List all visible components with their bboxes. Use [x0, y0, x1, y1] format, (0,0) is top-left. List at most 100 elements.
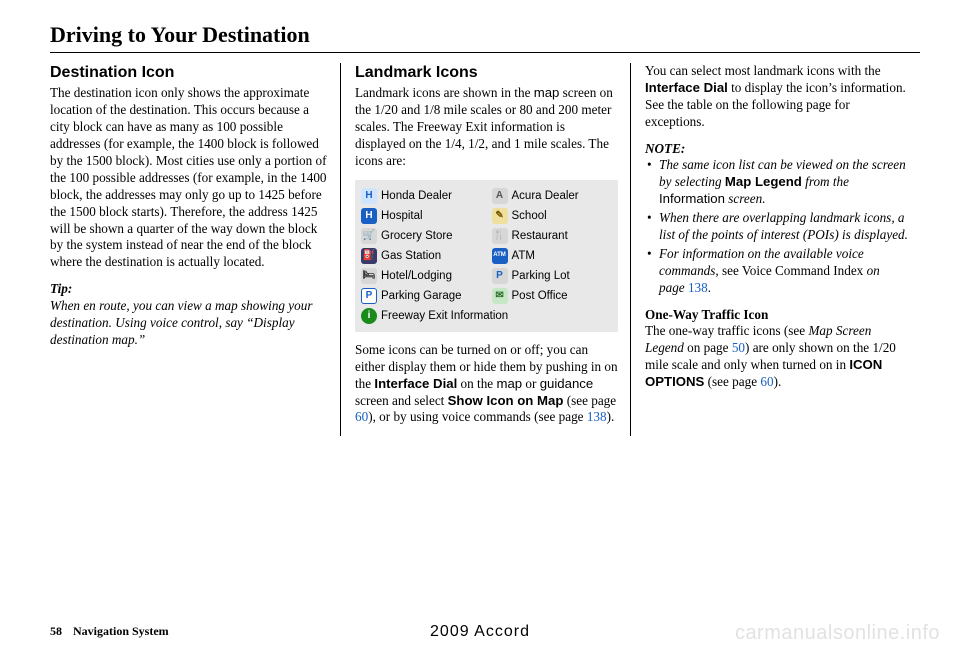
after-e: (see page — [563, 393, 616, 408]
tip-body: When en route, you can view a map showin… — [50, 298, 328, 349]
icon-label: School — [512, 209, 547, 224]
destination-icon-heading: Destination Icon — [50, 63, 328, 83]
footer-system: Navigation System — [73, 624, 169, 638]
icon-cell: ✉ Post Office — [492, 288, 612, 304]
icon-label: Acura Dealer — [512, 189, 579, 204]
after-f: ), or by using voice commands (see page — [368, 409, 587, 424]
page-link-138b[interactable]: 138 — [688, 280, 708, 295]
icon-cell: ⛽ Gas Station — [361, 248, 492, 264]
after-d: screen and select — [355, 393, 448, 408]
icon-label: ATM — [512, 249, 535, 264]
after-guidance: guidance — [540, 376, 594, 391]
parking-garage-icon: P — [361, 288, 377, 304]
after-c: or — [522, 376, 540, 391]
hotel-icon: 🛏 — [361, 268, 377, 284]
honda-dealer-icon: H — [361, 188, 377, 204]
grocery-icon: 🛒 — [361, 228, 377, 244]
intro-map-word: map — [534, 85, 560, 100]
icon-cell: 🍴 Restaurant — [492, 228, 612, 244]
icon-label: Parking Lot — [512, 269, 570, 284]
column-3: You can select most landmark icons with … — [630, 63, 920, 436]
model-year: 2009 Accord — [430, 623, 530, 641]
icon-cell: A Acura Dealer — [492, 188, 612, 204]
top-interface-dial: Interface Dial — [645, 80, 728, 95]
page-link-60[interactable]: 60 — [355, 409, 368, 424]
ow-d: (see page — [704, 374, 760, 389]
n1-map-legend: Map Legend — [725, 174, 802, 189]
ow-a: The one-way traffic icons (see — [645, 323, 808, 338]
icon-cell: H Hospital — [361, 208, 492, 224]
page-link-50[interactable]: 50 — [732, 340, 745, 355]
after-show-icon: Show Icon on Map — [448, 393, 564, 408]
oneway-body: The one-way traffic icons (see Map Scree… — [645, 323, 908, 391]
tip-label: Tip: — [50, 281, 328, 298]
page-number: 58 — [50, 624, 62, 638]
icon-row: i Freeway Exit Information — [361, 306, 612, 326]
after-map: map — [496, 376, 522, 391]
icon-label: Honda Dealer — [381, 189, 452, 204]
note-item: The same icon list can be viewed on the … — [645, 157, 908, 208]
title-rule — [50, 52, 920, 53]
icon-label: Parking Garage — [381, 289, 462, 304]
after-interface-dial: Interface Dial — [374, 376, 457, 391]
parking-lot-icon: P — [492, 268, 508, 284]
n3-dot: . — [708, 280, 711, 295]
landmark-icons-heading: Landmark Icons — [355, 63, 618, 83]
post-office-icon: ✉ — [492, 288, 508, 304]
icon-label: Hotel/Lodging — [381, 269, 452, 284]
icon-cell: P Parking Garage — [361, 288, 492, 304]
page-link-60b[interactable]: 60 — [760, 374, 773, 389]
note-item: For information on the available voice c… — [645, 246, 908, 297]
top-a: You can select most landmark icons with … — [645, 63, 881, 78]
column-1: Destination Icon The destination icon on… — [50, 63, 340, 436]
icon-row: 🛒 Grocery Store 🍴 Restaurant — [361, 226, 612, 246]
icon-row: ⛽ Gas Station ATM ATM — [361, 246, 612, 266]
icon-label: Restaurant — [512, 229, 568, 244]
atm-icon: ATM — [492, 248, 508, 264]
page-title: Driving to Your Destination — [50, 22, 920, 48]
col3-top: You can select most landmark icons with … — [645, 63, 908, 131]
icon-row: P Parking Garage ✉ Post Office — [361, 286, 612, 306]
after-g: ). — [607, 409, 615, 424]
hospital-icon: H — [361, 208, 377, 224]
icon-label: Hospital — [381, 209, 423, 224]
n1-information: Information — [659, 191, 725, 206]
columns: Destination Icon The destination icon on… — [50, 63, 920, 436]
icon-row: H Honda Dealer A Acura Dealer — [361, 186, 612, 206]
gas-icon: ⛽ — [361, 248, 377, 264]
restaurant-icon: 🍴 — [492, 228, 508, 244]
intro-a: Landmark icons are shown in the — [355, 85, 534, 100]
acura-dealer-icon: A — [492, 188, 508, 204]
icon-label: Grocery Store — [381, 229, 453, 244]
page-link-138[interactable]: 138 — [587, 409, 607, 424]
note-item: When there are overlapping landmark icon… — [645, 210, 908, 244]
watermark: carmanualsonline.info — [735, 622, 940, 645]
note-label: NOTE: — [645, 141, 908, 158]
footer: 58 Navigation System — [50, 624, 169, 639]
landmark-icons-intro: Landmark icons are shown in the map scre… — [355, 85, 618, 169]
ow-e: ). — [774, 374, 782, 389]
icon-row: H Hospital ✎ School — [361, 206, 612, 226]
icon-legend-table: H Honda Dealer A Acura Dealer H Hospital… — [355, 180, 618, 332]
icon-label: Post Office — [512, 289, 568, 304]
icon-cell: ✎ School — [492, 208, 612, 224]
n1-b: from the — [802, 174, 849, 189]
note-list: The same icon list can be viewed on the … — [645, 157, 908, 296]
column-2: Landmark Icons Landmark icons are shown … — [340, 63, 630, 436]
destination-icon-body: The destination icon only shows the appr… — [50, 85, 328, 271]
icon-cell: H Honda Dealer — [361, 188, 492, 204]
ow-b: on page — [684, 340, 732, 355]
icon-cell: i Freeway Exit Information — [361, 308, 612, 324]
icon-row: 🛏 Hotel/Lodging P Parking Lot — [361, 266, 612, 286]
icon-label: Gas Station — [381, 249, 441, 264]
icon-cell: ATM ATM — [492, 248, 612, 264]
icon-cell: 🛒 Grocery Store — [361, 228, 492, 244]
n3-see: see — [722, 263, 742, 278]
oneway-heading: One-Way Traffic Icon — [645, 307, 908, 324]
n3-vci: Voice Command Index — [742, 263, 863, 278]
icon-cell: P Parking Lot — [492, 268, 612, 284]
n1-c: screen. — [725, 191, 766, 206]
landmark-after-text: Some icons can be turned on or off; you … — [355, 342, 618, 426]
icon-label: Freeway Exit Information — [381, 309, 508, 324]
after-b: on the — [457, 376, 496, 391]
